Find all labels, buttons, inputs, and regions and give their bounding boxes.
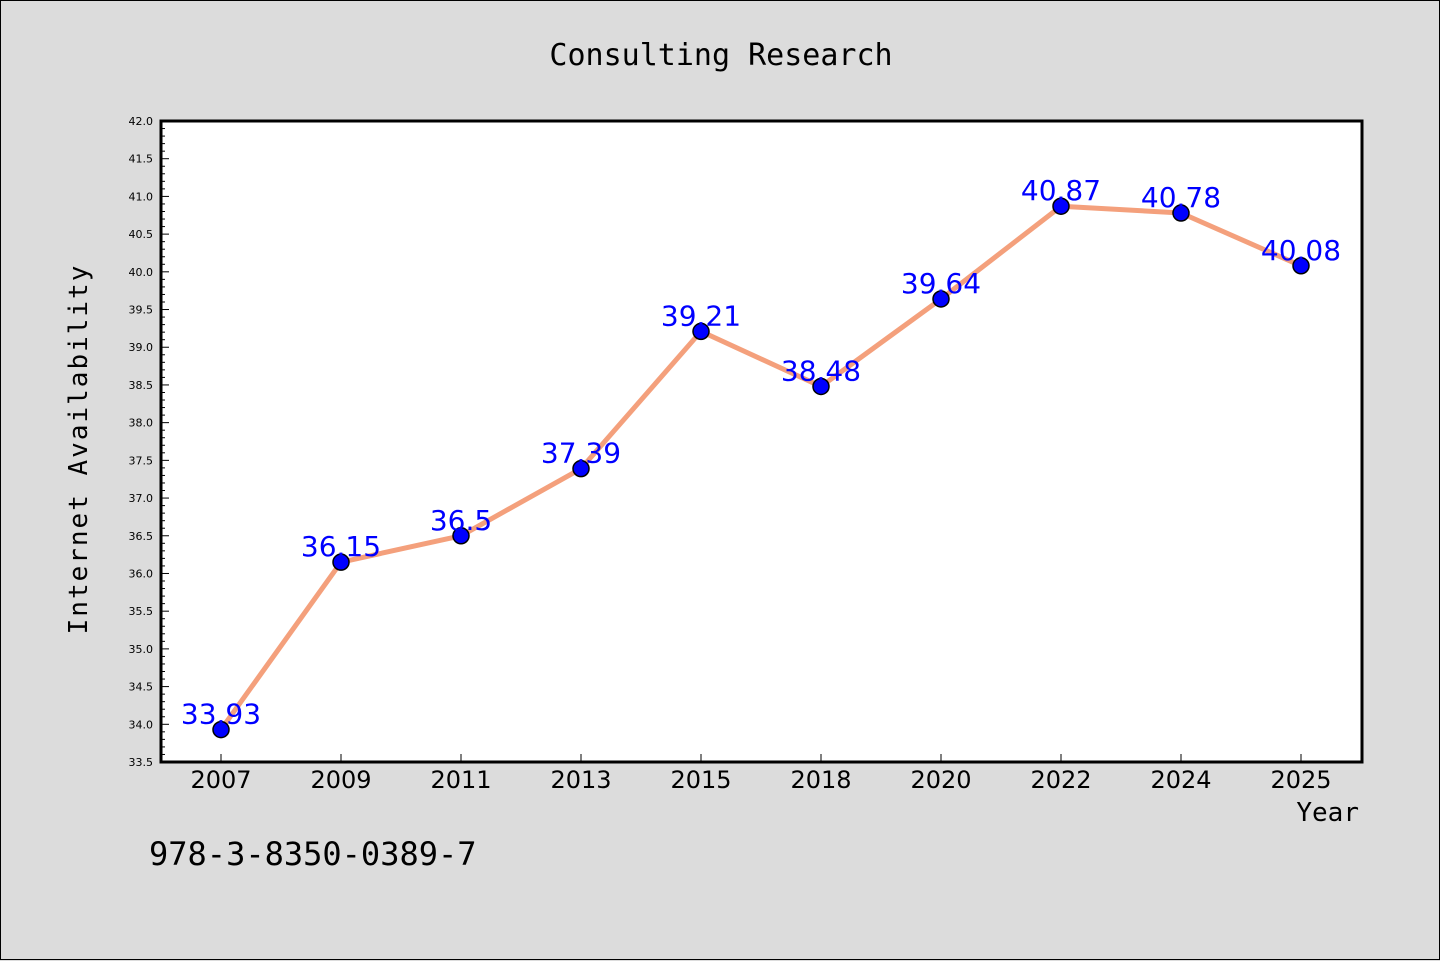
data-point	[1052, 197, 1070, 215]
data-label: 39.21	[661, 299, 741, 332]
x-axis-label: Year	[1296, 798, 1359, 828]
y-tick-label: 39.0	[129, 341, 154, 354]
plot-area	[159, 119, 1364, 764]
x-tick-label: 2024	[1150, 766, 1211, 794]
x-tick-label: 2018	[790, 766, 851, 794]
data-point	[692, 322, 710, 341]
data-point	[572, 459, 590, 478]
y-tick-label: 35.0	[129, 643, 154, 656]
y-tick-label: 39.5	[129, 304, 154, 317]
y-tick-label: 33.5	[129, 756, 154, 769]
x-tick-label: 2009	[310, 766, 371, 794]
y-tick-label: 36.5	[129, 530, 154, 543]
y-tick-label: 41.0	[129, 190, 154, 203]
data-label: 40.08	[1261, 234, 1341, 267]
y-tick-label: 40.0	[129, 266, 154, 279]
x-tick-label: 2022	[1030, 766, 1091, 794]
y-tick-label: 38.5	[129, 379, 154, 392]
y-axis: 33.5 34.0 34.5 35.0 35.5 36.0 36.5 37.0 37.5 38.0…	[129, 115, 169, 769]
y-axis-label: Internet Availability	[64, 264, 94, 635]
y-tick-label: 34.0	[129, 718, 154, 731]
data-label: 37.39	[541, 437, 621, 470]
x-tick-label: 2025	[1270, 766, 1331, 794]
x-tick-label: 2007	[190, 766, 251, 794]
y-tick-label: 35.5	[129, 605, 154, 618]
data-label: 40.87	[1021, 174, 1101, 207]
y-tick-label: 38.0	[129, 417, 154, 430]
chart-title: Consulting Research	[549, 38, 892, 73]
data-label: 38.48	[781, 354, 861, 387]
data-point	[332, 553, 350, 571]
series-line	[218, 203, 1304, 733]
x-tick-label: 2020	[910, 766, 971, 794]
x-axis: 2007 2009 2011 2013 2015 2018 2020 2022 2024 2025	[190, 754, 1332, 794]
data-point	[1292, 257, 1310, 275]
y-tick-label: 36.0	[129, 567, 154, 580]
series-group: 33.93 36.15 36.5 37.39 39.21 38.48 39.64 40.87 4…	[181, 174, 1341, 739]
data-point	[932, 290, 950, 308]
isbn-annotation: 978-3-8350-0389-7	[149, 835, 477, 873]
data-label: 33.93	[181, 698, 261, 731]
data-label: 39.64	[901, 267, 981, 300]
x-tick-label: 2011	[430, 766, 491, 794]
x-tick-label: 2013	[550, 766, 611, 794]
data-label: 40.78	[1141, 181, 1221, 214]
y-tick-label: 37.5	[129, 454, 154, 467]
data-point	[212, 720, 230, 739]
data-point	[812, 377, 830, 396]
data-point	[1172, 204, 1190, 222]
y-tick-label: 42.0	[129, 115, 154, 128]
y-tick-label: 37.0	[129, 492, 154, 505]
y-tick-label: 40.5	[129, 228, 154, 241]
y-tick-label: 34.5	[129, 681, 154, 694]
y-tick-label: 41.5	[129, 153, 154, 166]
x-tick-label: 2015	[670, 766, 731, 794]
data-point	[452, 527, 470, 545]
data-label: 36.15	[301, 530, 381, 563]
data-label: 36.5	[430, 504, 492, 537]
